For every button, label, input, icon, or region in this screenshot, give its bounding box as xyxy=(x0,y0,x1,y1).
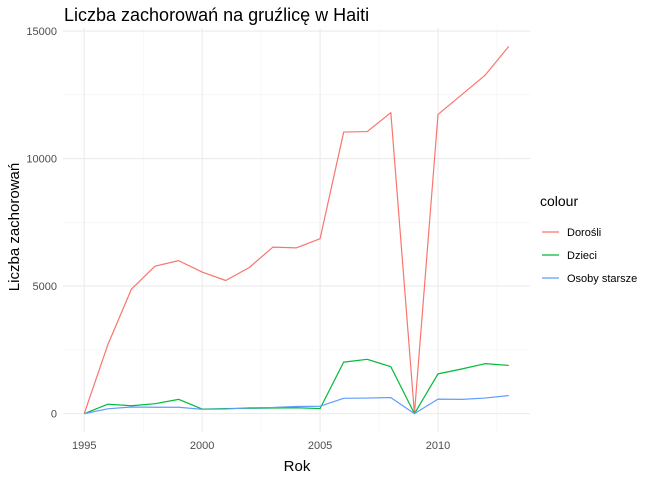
y-tick-label: 0 xyxy=(51,409,57,421)
x-axis-ticks: 1995 2000 2005 2010 xyxy=(72,440,450,452)
x-axis-title: Rok xyxy=(284,458,311,475)
series-line-1 xyxy=(83,45,510,415)
grid xyxy=(63,28,530,432)
legend-label: Osoby starsze xyxy=(567,273,637,285)
y-tick-label: 15000 xyxy=(26,26,57,38)
series-line-2 xyxy=(84,358,509,415)
series-lines xyxy=(83,45,510,415)
legend: colour Dorośli Dzieci Osoby starsze xyxy=(540,193,637,285)
series-line-3 xyxy=(84,394,509,415)
y-axis-ticks: 0 5000 10000 15000 xyxy=(26,26,57,421)
y-tick-label: 10000 xyxy=(26,154,57,166)
legend-title: colour xyxy=(540,193,578,209)
x-tick-label: 2010 xyxy=(426,440,450,452)
y-axis-title: Liczba zachorowań xyxy=(6,163,23,291)
x-tick-label: 2005 xyxy=(308,440,332,452)
x-tick-label: 2000 xyxy=(190,440,214,452)
chart-title: Liczba zachorowań na gruźlicę w Haiti xyxy=(64,5,369,25)
x-tick-label: 1995 xyxy=(72,440,96,452)
legend-label: Dzieci xyxy=(567,250,597,262)
y-tick-label: 5000 xyxy=(33,281,57,293)
legend-label: Dorośli xyxy=(567,227,601,239)
